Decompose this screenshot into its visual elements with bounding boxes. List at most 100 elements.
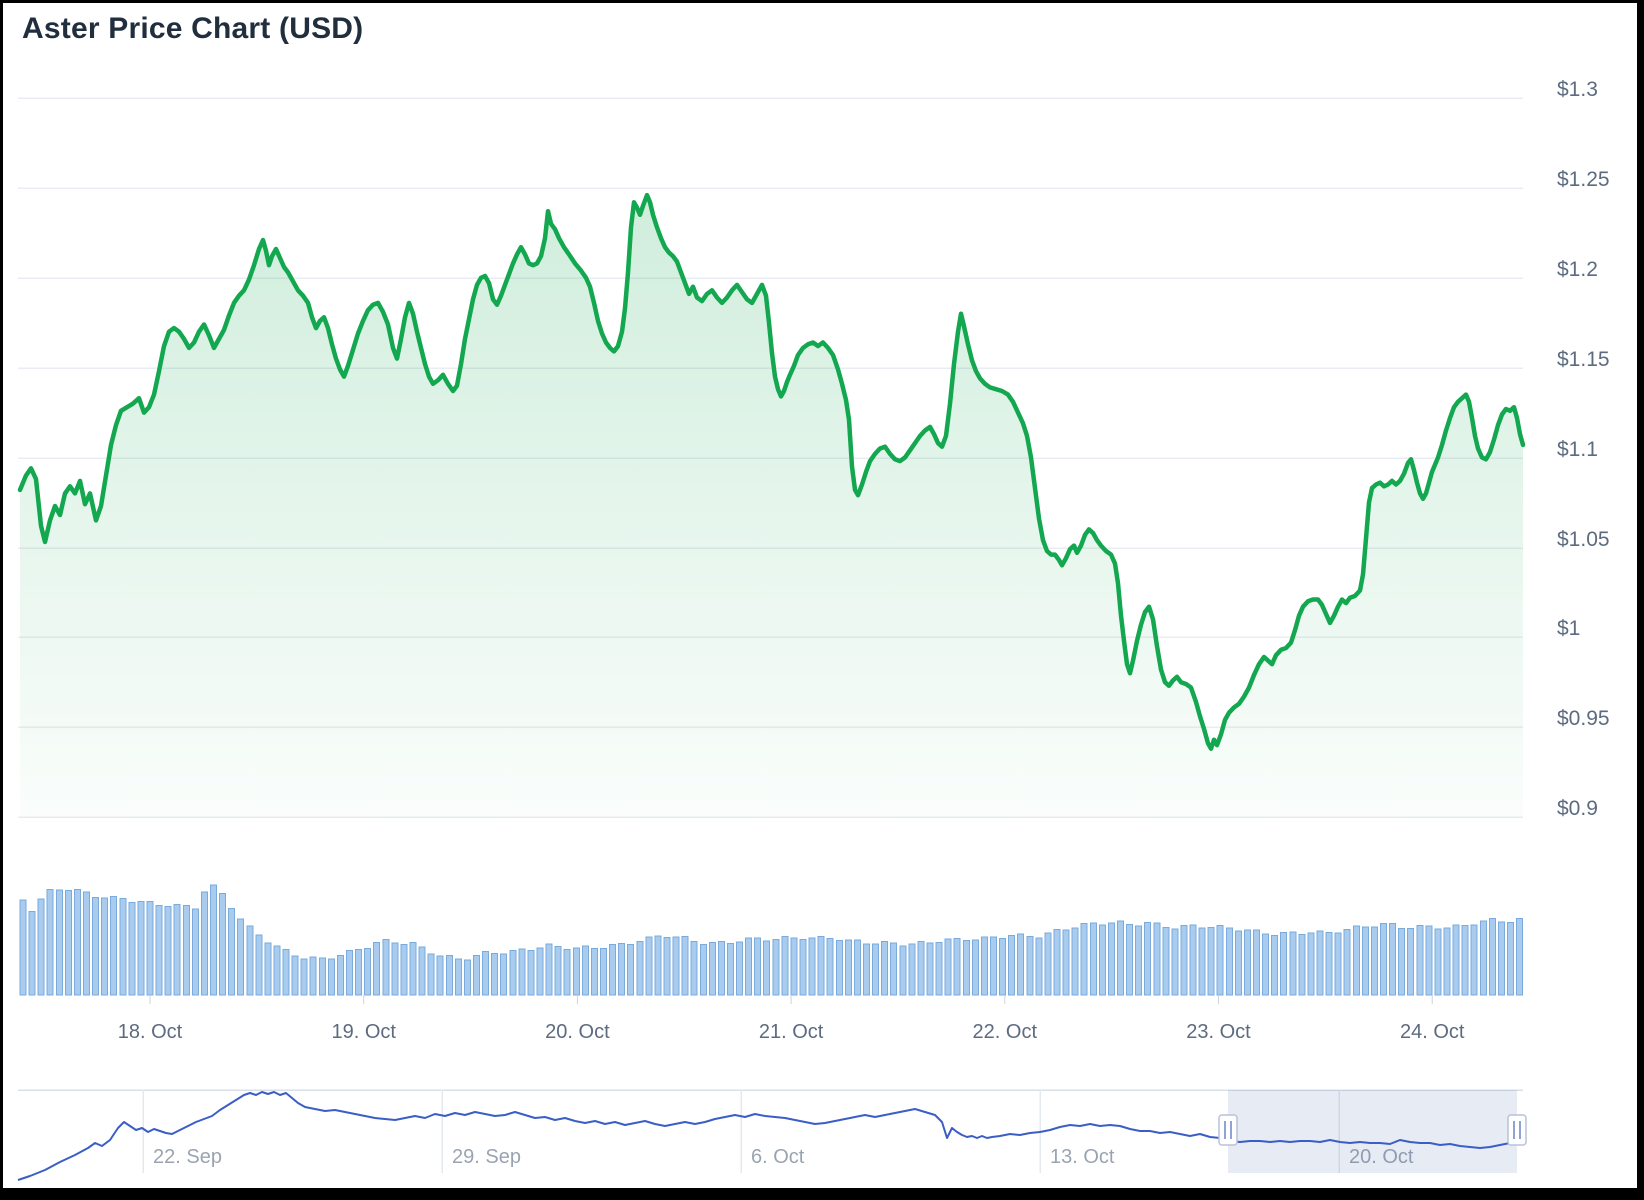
volume-bar [400, 943, 408, 996]
volume-bar [609, 944, 617, 996]
volume-bar [101, 897, 109, 996]
volume-bar [1107, 922, 1115, 996]
volume-bar [1497, 921, 1505, 996]
volume-bar [1071, 927, 1079, 996]
volume-bar [346, 950, 353, 996]
volume-bar [19, 899, 27, 996]
volume-bar [518, 948, 526, 996]
handle-body[interactable] [1218, 1114, 1238, 1146]
volume-bar [1516, 918, 1523, 996]
volume-bar [28, 911, 36, 996]
volume-bar [654, 935, 662, 996]
volume-bar [237, 918, 245, 996]
volume-bar [418, 946, 426, 996]
volume-bar [228, 908, 236, 996]
volume-bar [1162, 926, 1170, 996]
volume-bar [790, 937, 798, 996]
volume-bar [173, 904, 181, 996]
volume-bar [282, 948, 290, 996]
volume-bar [944, 938, 952, 996]
volume-bar [672, 936, 680, 996]
volume-bar [572, 947, 580, 996]
volume-bar [1398, 927, 1406, 996]
volume-bar [681, 936, 689, 996]
volume-bar [246, 925, 254, 996]
volume-bar [699, 944, 707, 996]
volume-bar [1389, 922, 1397, 996]
volume-bar [355, 949, 363, 996]
plot-hover-area[interactable] [18, 60, 1523, 995]
volume-bar [890, 942, 898, 996]
volume-bar [327, 958, 335, 996]
x-axis-label: 24. Oct [1400, 1021, 1465, 1043]
volume-bar [590, 948, 598, 996]
volume-bar [1062, 929, 1070, 996]
volume-bar [291, 955, 299, 996]
volume-bar [1225, 927, 1233, 996]
volume-bar [318, 957, 326, 996]
volume-bar [1380, 922, 1387, 996]
volume-bar [1488, 917, 1496, 996]
chart-title: Aster Price Chart (USD) [22, 12, 364, 45]
volume-bar [1117, 920, 1124, 996]
volume-bar [1479, 920, 1487, 996]
volume-bar [1280, 932, 1288, 996]
volume-bar [1325, 932, 1333, 996]
volume-bar [155, 904, 163, 996]
x-axis: 18. Oct 19. Oct 20. Oct 21. Oct 22. Oct 23. O… [118, 995, 1465, 1043]
volume-bar [971, 939, 979, 996]
volume-bar [990, 936, 997, 996]
volume-bar [37, 898, 45, 996]
y-axis: $1.3 $1.25 $1.2 $1.15 $1.1 $1.05 $1 $0.95 $0.9 [1557, 78, 1610, 820]
volume-bar [1153, 922, 1161, 996]
volume-bar [563, 949, 571, 996]
volume-bar [1262, 933, 1270, 996]
volume-bar [46, 889, 54, 996]
navigator-date-label: 20. Oct [1349, 1146, 1414, 1168]
volume-bar [708, 942, 716, 996]
handle-body[interactable] [1507, 1114, 1527, 1146]
volume-bar [1180, 925, 1188, 996]
volume-bar [763, 940, 771, 996]
volume-bar [454, 958, 462, 996]
volume-bar [64, 890, 72, 996]
volume-bar [881, 941, 889, 996]
volume-bar [427, 953, 435, 996]
x-axis-label: 22. Oct [973, 1021, 1038, 1043]
y-axis-label: $0.9 [1557, 797, 1598, 820]
volume-bar [663, 937, 671, 996]
navigator-selected-range[interactable] [1228, 1090, 1517, 1173]
volume-bar [482, 951, 490, 996]
navigator-date-label: 6. Oct [751, 1146, 805, 1168]
volume-bar [273, 945, 281, 996]
volume-bar [600, 948, 607, 996]
y-axis-label: $1.3 [1557, 78, 1598, 101]
volume-bar [953, 937, 961, 996]
volume-bar [219, 892, 226, 996]
volume-bar [1171, 928, 1179, 996]
volume-bar [899, 945, 907, 996]
volume-bar [1135, 925, 1143, 996]
volume-bar [210, 884, 217, 996]
volume-bar [627, 943, 635, 996]
volume-bar [1053, 928, 1061, 996]
volume-bar [309, 956, 317, 996]
navigator-handle-left[interactable] [1218, 1114, 1238, 1146]
navigator-handle-right[interactable] [1507, 1114, 1527, 1146]
volume-bar [1271, 934, 1279, 996]
volume-bar [872, 943, 880, 996]
x-axis-label: 20. Oct [545, 1021, 610, 1043]
volume-bar [1434, 928, 1442, 996]
volume-bar [917, 941, 925, 996]
volume-bar [962, 940, 970, 996]
navigator[interactable]: 22. Sep 29. Sep 6. Oct 13. Oct 20. Oct [17, 1089, 1527, 1181]
volume-bar [1234, 930, 1242, 996]
volume-bar [618, 942, 626, 996]
volume-bar [908, 943, 916, 996]
volume-bar [527, 949, 535, 996]
x-axis-label: 21. Oct [759, 1021, 824, 1043]
y-axis-label: $1.1 [1557, 438, 1598, 461]
volume-bar [826, 938, 834, 996]
volume-bar [55, 889, 63, 996]
